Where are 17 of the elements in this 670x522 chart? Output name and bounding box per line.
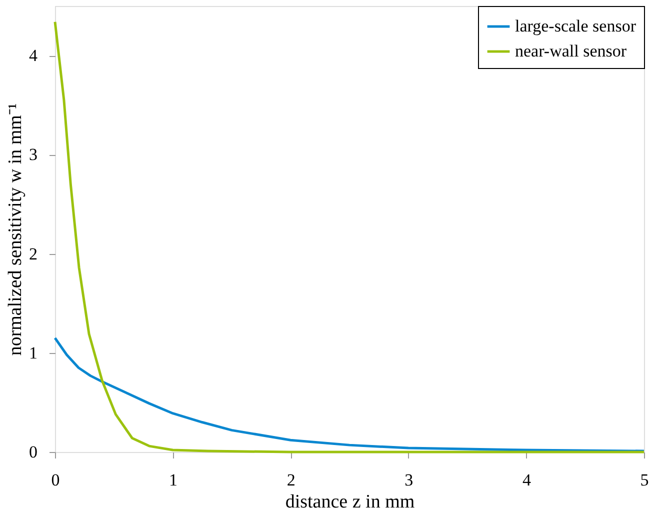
line-series	[54, 20, 646, 454]
y-tick-label: 1	[29, 343, 38, 362]
x-tick-label: 1	[169, 470, 178, 490]
x-tick-label: 2	[286, 470, 296, 490]
y-tick-label: 2	[29, 244, 38, 264]
y-tick-label: 0	[29, 442, 38, 462]
y-axis-title: normalized sensitivity w in mm⁻¹	[5, 103, 26, 356]
y-tick-label: 3	[29, 145, 38, 164]
x-tick-label: 5	[640, 470, 649, 490]
legend-label: large-scale sensor	[515, 16, 636, 36]
x-tick-label: 3	[404, 470, 414, 490]
x-tick-label: 4	[522, 470, 532, 490]
legend-label: near-wall sensor	[515, 42, 627, 60]
x-axis-title: distance z in mm	[285, 492, 415, 512]
line-series	[54, 336, 646, 452]
y-tick-label: 4	[29, 46, 38, 66]
x-tick-label: 0	[51, 470, 60, 490]
